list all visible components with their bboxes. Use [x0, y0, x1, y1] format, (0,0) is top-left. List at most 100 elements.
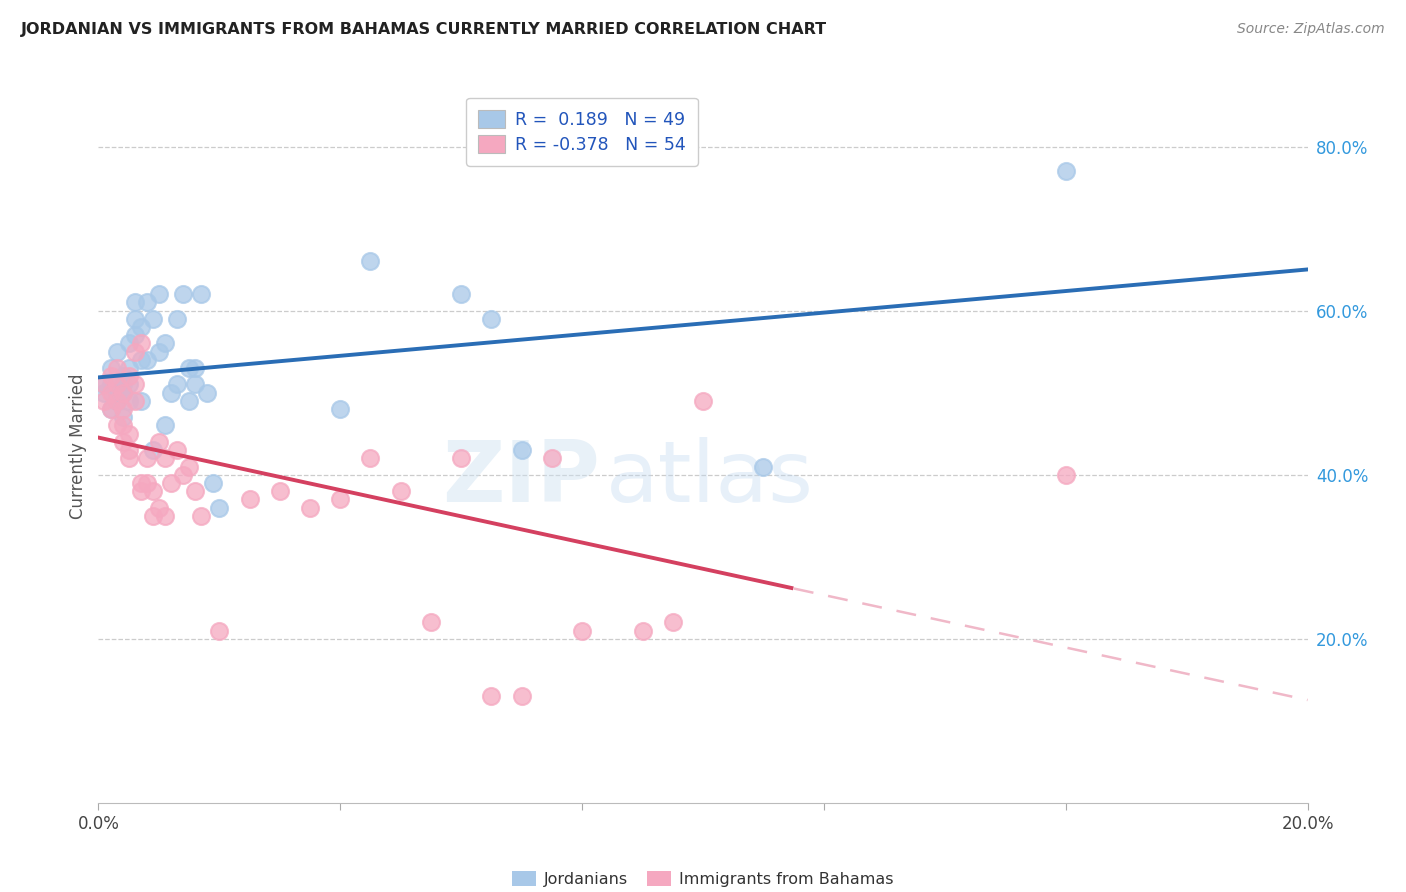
Point	[111, 418, 134, 433]
Point	[172, 467, 194, 482]
Point	[118, 377, 141, 392]
Y-axis label: Currently Married: Currently Married	[69, 373, 87, 519]
Point	[111, 377, 134, 392]
Point	[208, 624, 231, 638]
Point	[129, 336, 152, 351]
Point	[329, 492, 352, 507]
Legend: Jordanians, Immigrants from Bahamas: Jordanians, Immigrants from Bahamas	[506, 864, 900, 892]
Point	[190, 287, 212, 301]
Point	[142, 311, 165, 326]
Point	[481, 689, 503, 703]
Point	[111, 369, 134, 384]
Point	[153, 336, 176, 351]
Point	[118, 336, 141, 351]
Point	[124, 377, 146, 392]
Point	[190, 508, 212, 523]
Text: Source: ZipAtlas.com: Source: ZipAtlas.com	[1237, 22, 1385, 37]
Point	[160, 385, 183, 400]
Point	[129, 320, 152, 334]
Point	[118, 451, 141, 466]
Point	[93, 377, 115, 392]
Point	[124, 295, 146, 310]
Point	[208, 500, 231, 515]
Point	[100, 385, 122, 400]
Point	[142, 508, 165, 523]
Point	[111, 434, 134, 449]
Point	[153, 508, 176, 523]
Point	[135, 352, 157, 367]
Point	[118, 361, 141, 376]
Point	[124, 344, 146, 359]
Point	[100, 402, 122, 417]
Point	[160, 475, 183, 490]
Point	[195, 385, 218, 400]
Point	[202, 475, 225, 490]
Point	[129, 352, 152, 367]
Point	[540, 451, 562, 466]
Point	[105, 377, 128, 392]
Point	[153, 451, 176, 466]
Point	[129, 393, 152, 408]
Point	[179, 459, 201, 474]
Point	[118, 369, 141, 384]
Point	[179, 361, 201, 376]
Point	[148, 500, 170, 515]
Point	[105, 344, 128, 359]
Point	[124, 328, 146, 343]
Point	[111, 402, 134, 417]
Point	[631, 624, 654, 638]
Text: ZIP: ZIP	[443, 436, 600, 520]
Point	[148, 434, 170, 449]
Point	[389, 484, 412, 499]
Point	[124, 311, 146, 326]
Point	[118, 443, 141, 458]
Point	[148, 344, 170, 359]
Point	[172, 287, 194, 301]
Point	[420, 615, 443, 630]
Point	[148, 287, 170, 301]
Point	[118, 426, 141, 441]
Point	[93, 385, 115, 400]
Point	[111, 410, 134, 425]
Point	[135, 451, 157, 466]
Point	[100, 361, 122, 376]
Point	[299, 500, 322, 515]
Point	[142, 443, 165, 458]
Point	[111, 385, 134, 400]
Point	[510, 689, 533, 703]
Point	[166, 443, 188, 458]
Point	[105, 361, 128, 376]
Point	[111, 385, 134, 400]
Point	[129, 475, 152, 490]
Point	[129, 484, 152, 499]
Point	[360, 254, 382, 268]
Point	[571, 624, 593, 638]
Point	[692, 393, 714, 408]
Point	[184, 377, 207, 392]
Point	[100, 377, 122, 392]
Point	[184, 484, 207, 499]
Point	[93, 393, 115, 408]
Point	[239, 492, 262, 507]
Point	[179, 393, 201, 408]
Point	[105, 393, 128, 408]
Point	[153, 418, 176, 433]
Text: atlas: atlas	[606, 436, 814, 520]
Point	[269, 484, 291, 499]
Point	[100, 402, 122, 417]
Point	[166, 311, 188, 326]
Point	[142, 484, 165, 499]
Point	[124, 393, 146, 408]
Point	[93, 377, 115, 392]
Point	[450, 451, 472, 466]
Point	[105, 385, 128, 400]
Point	[662, 615, 685, 630]
Point	[752, 459, 775, 474]
Point	[329, 402, 352, 417]
Point	[166, 377, 188, 392]
Point	[510, 443, 533, 458]
Point	[1054, 164, 1077, 178]
Point	[450, 287, 472, 301]
Point	[105, 393, 128, 408]
Point	[118, 393, 141, 408]
